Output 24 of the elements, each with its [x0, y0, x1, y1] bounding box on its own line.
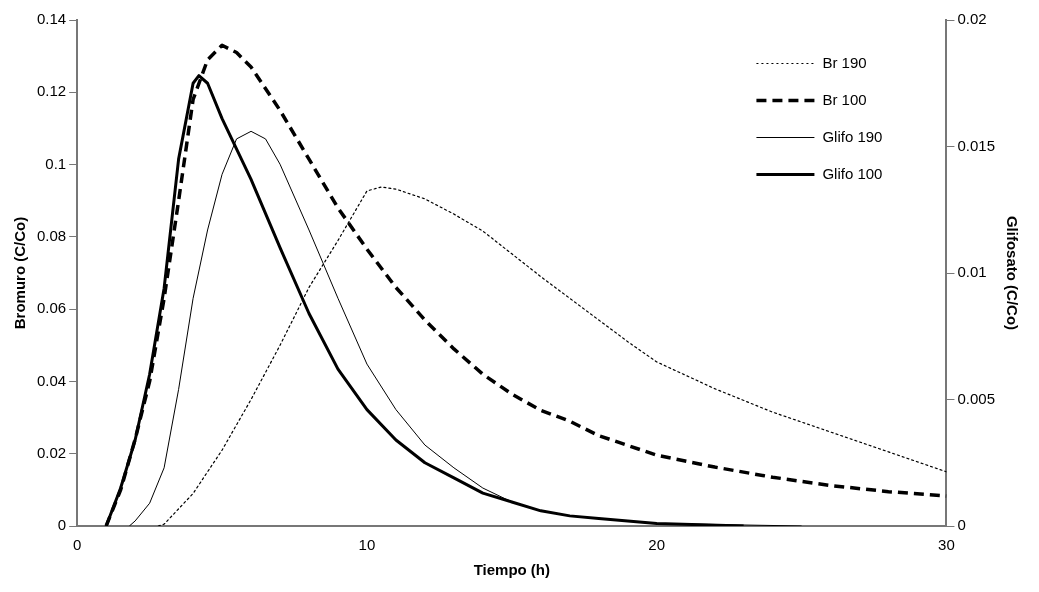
y-tick-label: 0.1 — [45, 154, 67, 172]
legend-label: Br 100 — [822, 90, 867, 108]
x-tick-label: 10 — [358, 536, 376, 554]
y2-tick-label: 0.02 — [957, 10, 987, 28]
y-tick-label: 0.08 — [36, 227, 67, 244]
legend-label: Glifo 100 — [822, 164, 883, 182]
y2-axis-title: Glifosato (C/Co) — [1003, 215, 1021, 331]
x-tick-label: 20 — [648, 536, 666, 554]
legend-label: Glifo 190 — [822, 127, 883, 145]
x-tick-label: 30 — [938, 536, 955, 554]
y-tick-label: 0.02 — [36, 443, 67, 461]
y-tick-label: 0.06 — [36, 299, 67, 317]
y-tick-label: 0.04 — [36, 371, 67, 389]
x-tick-label: 0 — [73, 536, 82, 554]
y-tick-label: 0 — [57, 516, 67, 534]
y-axis-title: Bromuro (C/Co) — [11, 216, 29, 330]
y-tick-label: 0.12 — [36, 82, 67, 100]
legend-label: Br 190 — [822, 53, 867, 71]
y2-tick-label: 0.015 — [957, 136, 996, 154]
y-tick-label: 0.14 — [36, 10, 67, 28]
y2-tick-label: 0 — [957, 516, 966, 534]
y2-tick-label: 0.01 — [957, 263, 987, 281]
y2-tick-label: 0.005 — [957, 389, 996, 407]
x-axis-title: Tiempo (h) — [473, 561, 551, 579]
